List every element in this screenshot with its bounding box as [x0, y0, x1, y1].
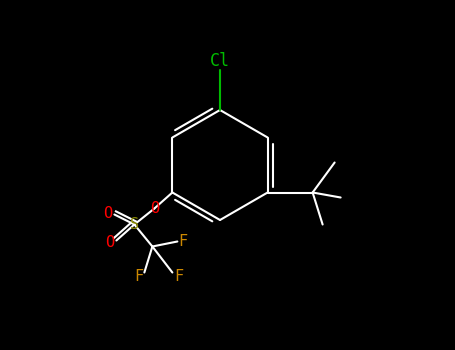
Text: Cl: Cl	[210, 52, 230, 70]
Text: O: O	[105, 235, 114, 250]
Text: F: F	[178, 234, 187, 249]
Text: O: O	[150, 201, 159, 216]
Text: O: O	[103, 206, 112, 221]
Text: S: S	[130, 217, 139, 232]
Text: F: F	[134, 269, 143, 284]
Text: F: F	[174, 269, 183, 284]
